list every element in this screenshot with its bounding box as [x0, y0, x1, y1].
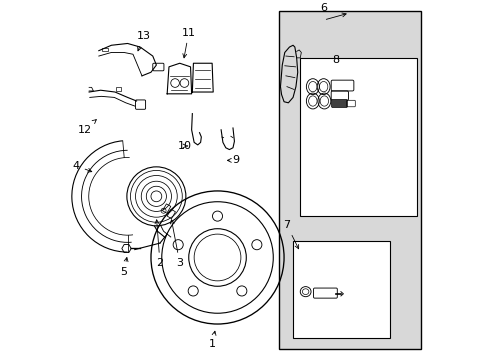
- Text: 10: 10: [178, 141, 192, 151]
- Text: 2: 2: [155, 220, 163, 268]
- Bar: [292, 241, 389, 338]
- Text: 12: 12: [77, 120, 96, 135]
- Bar: [167, 209, 175, 219]
- Text: 1: 1: [208, 331, 216, 349]
- Text: 4: 4: [73, 161, 92, 172]
- Text: 8: 8: [332, 55, 339, 65]
- Text: 9: 9: [227, 156, 239, 165]
- Text: 13: 13: [137, 31, 150, 51]
- Text: 6: 6: [320, 3, 326, 13]
- Text: 3: 3: [170, 220, 183, 268]
- Bar: [116, 87, 121, 91]
- Bar: [300, 58, 416, 216]
- Bar: [102, 48, 107, 51]
- Text: 11: 11: [182, 28, 195, 58]
- Bar: [162, 204, 170, 213]
- Text: 7: 7: [283, 220, 298, 249]
- FancyBboxPatch shape: [331, 100, 346, 108]
- Text: 5: 5: [120, 257, 128, 277]
- Bar: [278, 11, 420, 349]
